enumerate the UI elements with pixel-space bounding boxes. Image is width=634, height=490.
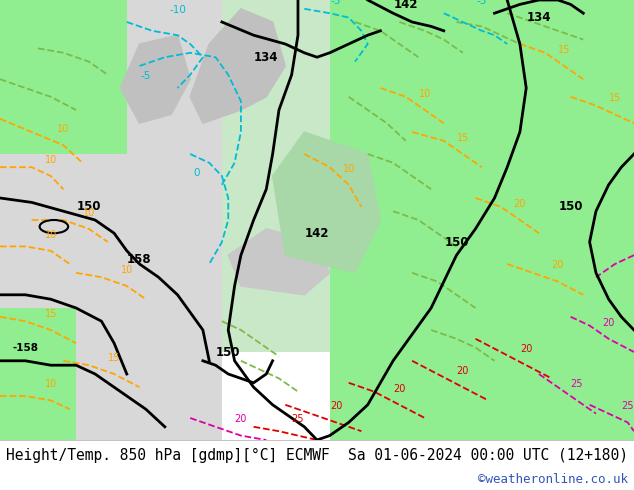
Text: 142: 142 (305, 227, 329, 240)
Text: 20: 20 (552, 260, 564, 270)
Text: 20: 20 (235, 415, 247, 424)
Text: 150: 150 (216, 345, 240, 359)
Text: 10: 10 (418, 89, 431, 99)
Text: 20: 20 (602, 318, 615, 328)
Bar (0, 0, 222, 440)
Text: -158: -158 (12, 343, 39, 353)
Text: 150: 150 (559, 200, 583, 213)
Text: 10: 10 (44, 230, 57, 240)
Text: Height/Temp. 850 hPa [gdmp][°C] ECMWF: Height/Temp. 850 hPa [gdmp][°C] ECMWF (6, 447, 330, 463)
Text: -5: -5 (141, 71, 151, 81)
Polygon shape (228, 229, 330, 295)
Text: -5: -5 (477, 0, 487, 6)
Text: 15: 15 (609, 93, 621, 103)
Bar (222, 0, 330, 352)
Text: 142: 142 (394, 0, 418, 11)
Text: 10: 10 (44, 155, 57, 165)
Text: 25: 25 (292, 415, 304, 424)
Text: 25: 25 (571, 379, 583, 389)
Text: 150: 150 (77, 200, 101, 213)
Polygon shape (273, 132, 380, 273)
Text: 20: 20 (393, 384, 406, 393)
Text: -10: -10 (169, 5, 186, 15)
Text: 10: 10 (342, 164, 355, 173)
Polygon shape (120, 35, 190, 123)
Text: 0: 0 (193, 168, 200, 178)
Bar (0, 0, 127, 154)
Text: 20: 20 (520, 344, 533, 354)
Text: 15: 15 (558, 45, 571, 55)
Text: -5: -5 (331, 0, 341, 6)
Text: 20: 20 (330, 401, 342, 411)
Text: 15: 15 (108, 353, 120, 363)
Text: ©weatheronline.co.uk: ©weatheronline.co.uk (477, 473, 628, 486)
Bar (330, 0, 634, 440)
Text: Sa 01-06-2024 00:00 UTC (12+180): Sa 01-06-2024 00:00 UTC (12+180) (347, 447, 628, 463)
Text: 25: 25 (621, 401, 634, 411)
Polygon shape (190, 9, 285, 123)
Text: 20: 20 (514, 199, 526, 209)
Bar (0, 308, 76, 440)
Text: 158: 158 (127, 253, 152, 266)
Text: 150: 150 (444, 236, 469, 248)
Text: 10: 10 (44, 379, 57, 389)
Text: 15: 15 (44, 309, 57, 319)
Text: 10: 10 (82, 208, 95, 218)
Text: 10: 10 (57, 124, 70, 134)
Text: 134: 134 (254, 50, 278, 64)
Text: 134: 134 (527, 11, 551, 24)
Text: 10: 10 (120, 265, 133, 275)
Text: 20: 20 (456, 366, 469, 376)
Text: 15: 15 (456, 133, 469, 143)
